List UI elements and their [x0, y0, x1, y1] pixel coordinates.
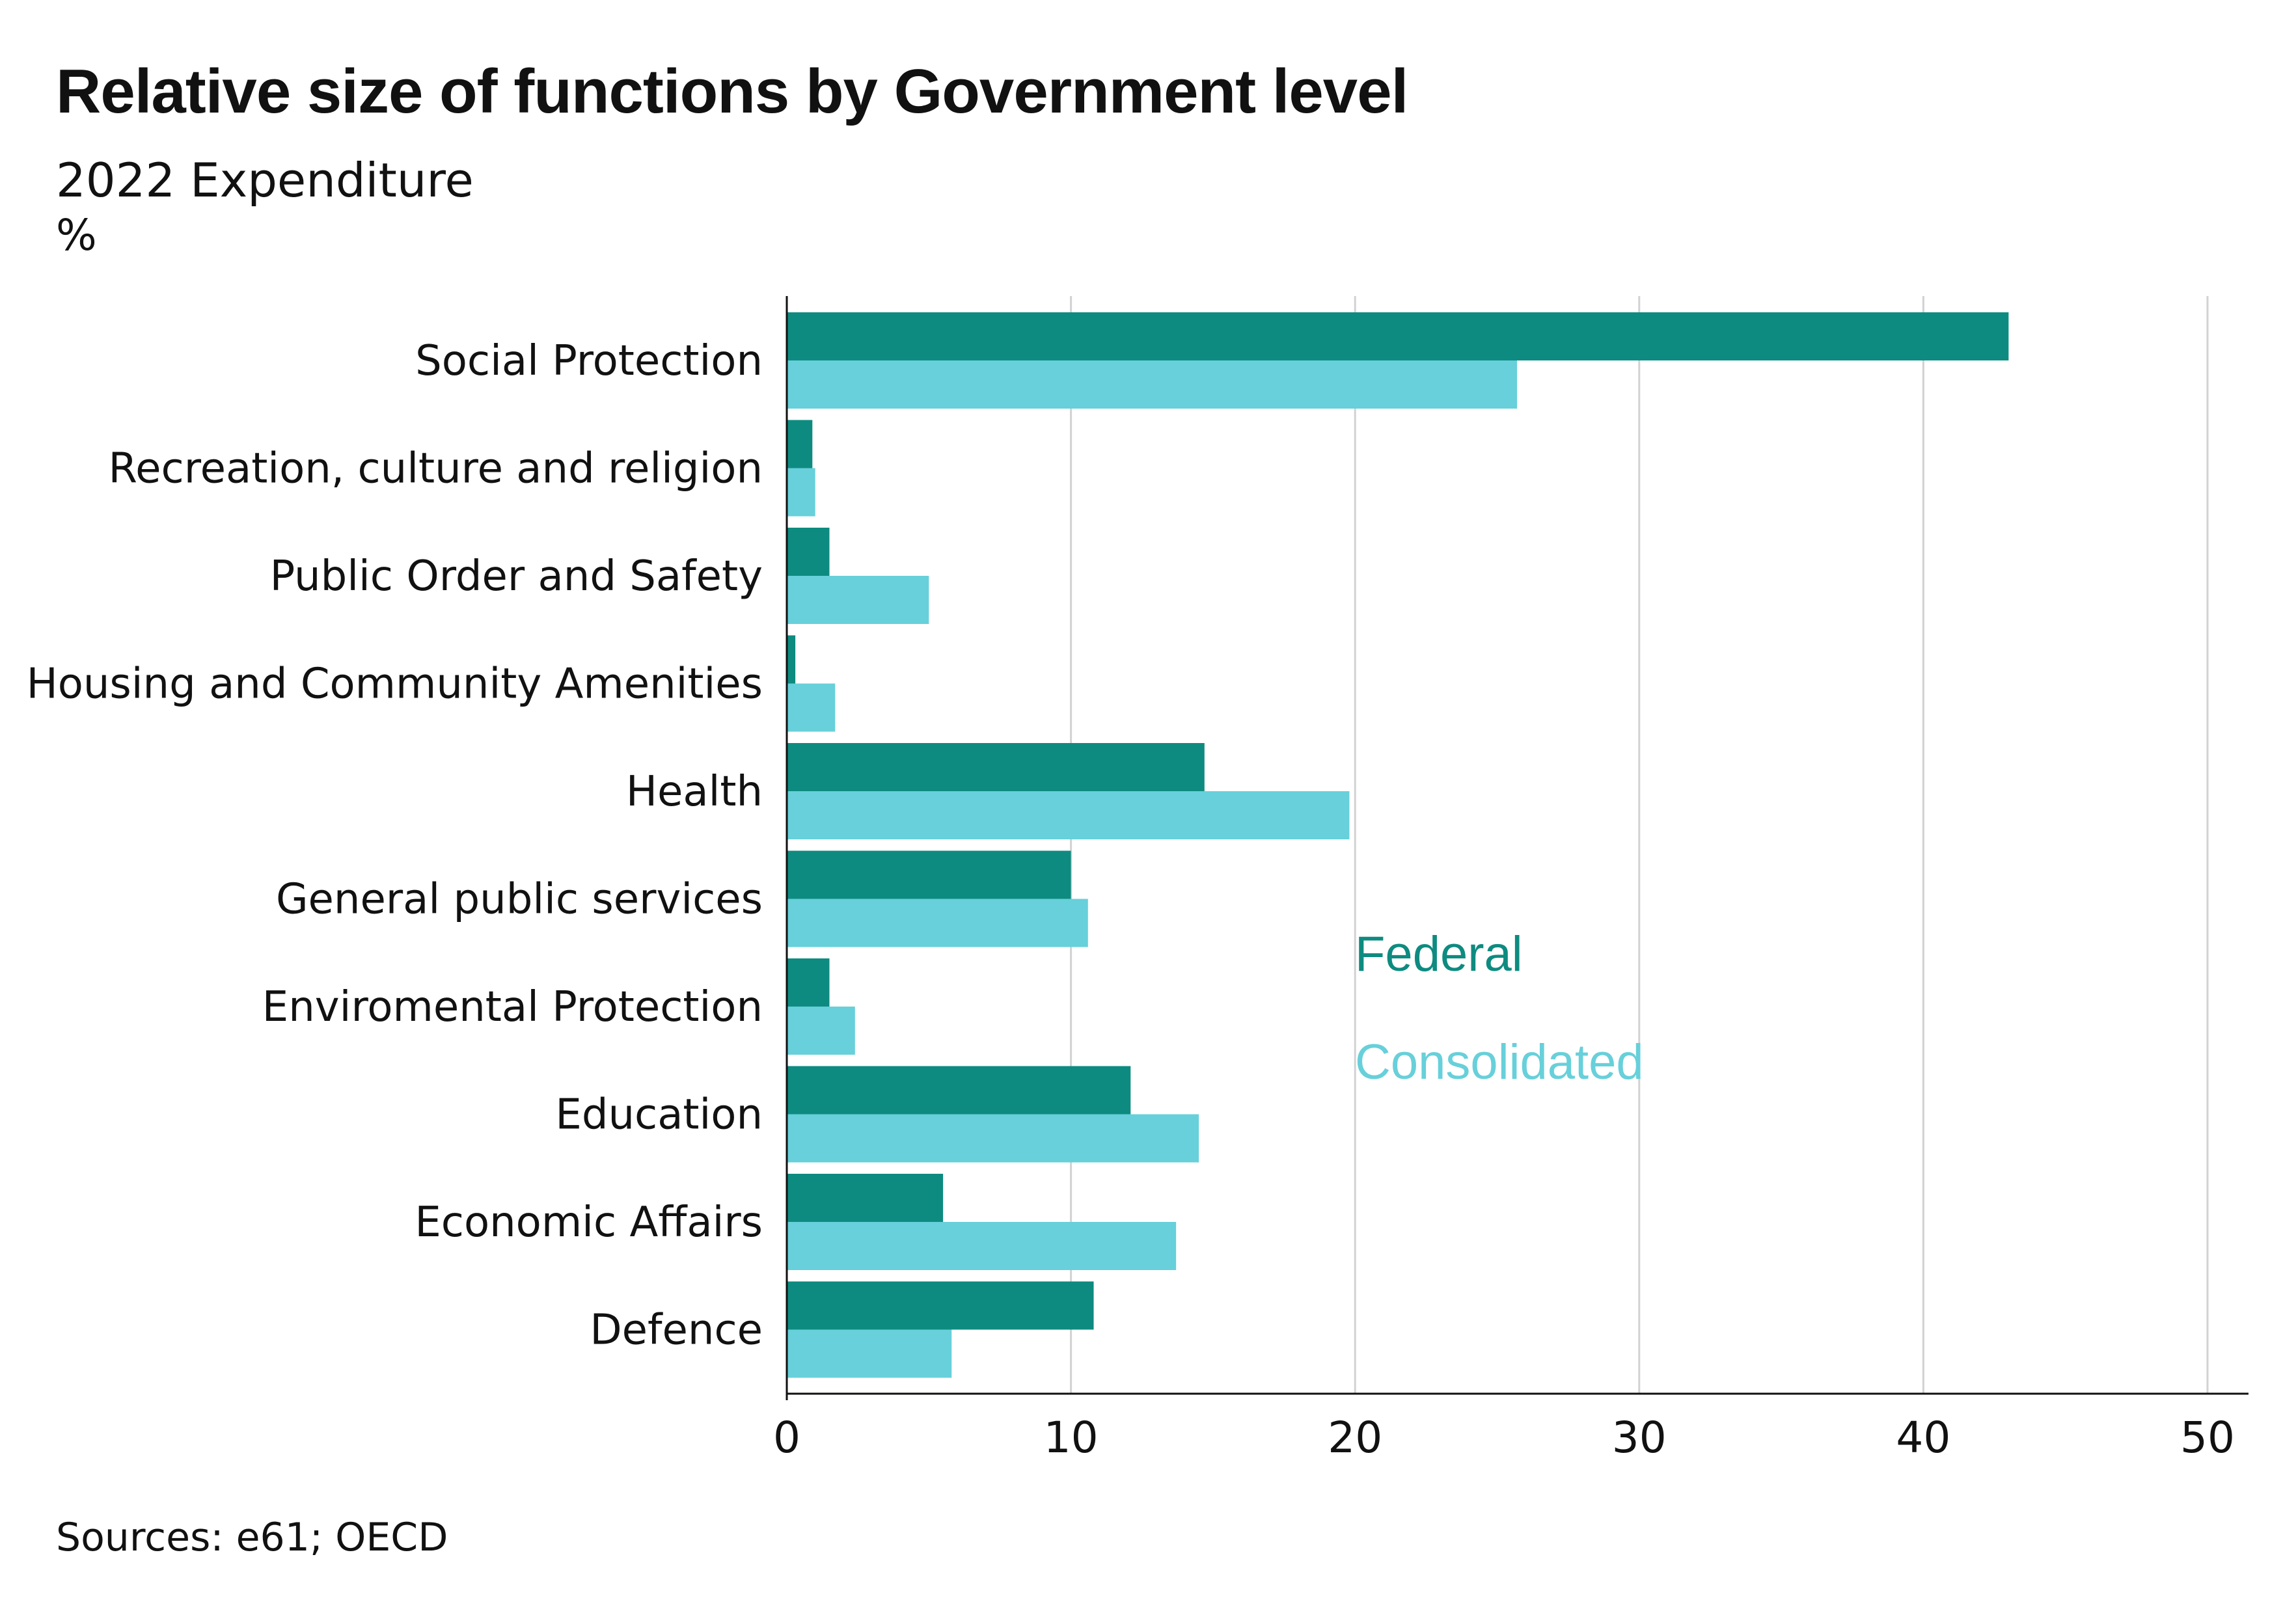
bar-consolidated — [787, 468, 815, 517]
bar-federal — [787, 958, 830, 1007]
category-label: Education — [555, 1091, 763, 1139]
bar-federal — [787, 1281, 1094, 1330]
bar-consolidated — [787, 1007, 855, 1055]
category-label: General public services — [276, 876, 763, 924]
labels-layer: 0 10 20 30 40 50 Social Protection Recreation, … — [27, 337, 2235, 1463]
bar-consolidated — [787, 899, 1088, 947]
bar-federal — [787, 743, 1205, 791]
category-label: Economic Affairs — [415, 1198, 763, 1247]
bar-federal — [787, 1066, 1131, 1115]
source-note: Sources: e61; OECD — [56, 1515, 448, 1560]
bar-federal — [787, 1174, 944, 1222]
bar-consolidated — [787, 683, 836, 732]
legend: Federal Consolidated — [1355, 927, 1644, 1090]
bar-consolidated — [787, 791, 1350, 839]
bar-federal — [787, 850, 1071, 899]
chart-subtitle: 2022 Expenditure — [56, 153, 474, 208]
x-tick-label: 0 — [773, 1413, 800, 1463]
chart-title: Relative size of functions by Government… — [56, 57, 1408, 126]
bar-federal — [787, 635, 796, 684]
bar-consolidated — [787, 576, 929, 624]
bar-consolidated — [787, 1222, 1177, 1270]
category-label: Recreation, culture and religion — [109, 445, 763, 493]
legend-label-federal: Federal — [1355, 927, 1523, 982]
category-label: Social Protection — [415, 337, 763, 385]
category-label: Public Order and Safety — [270, 552, 763, 601]
category-label: Defence — [590, 1307, 763, 1355]
grid-layer — [1070, 296, 2209, 1394]
bar-consolidated — [787, 1329, 952, 1378]
unit-label: % — [56, 210, 97, 260]
x-tick-label: 10 — [1044, 1413, 1099, 1463]
bar-federal — [787, 312, 2009, 360]
legend-label-consolidated: Consolidated — [1355, 1035, 1644, 1090]
bars-layer — [787, 312, 2009, 1378]
bar-consolidated — [787, 1114, 1199, 1163]
x-tick-label: 50 — [2180, 1413, 2235, 1463]
axis-layer — [786, 296, 2248, 1400]
category-label: Health — [626, 768, 763, 816]
x-tick-label: 40 — [1896, 1413, 1950, 1463]
category-label: Enviromental Protection — [262, 983, 763, 1031]
bar-consolidated — [787, 360, 1518, 409]
bar-federal — [787, 420, 813, 468]
category-label: Housing and Community Amenities — [27, 660, 763, 709]
x-tick-label: 30 — [1612, 1413, 1667, 1463]
bar-federal — [787, 528, 830, 576]
x-tick-label: 20 — [1328, 1413, 1382, 1463]
